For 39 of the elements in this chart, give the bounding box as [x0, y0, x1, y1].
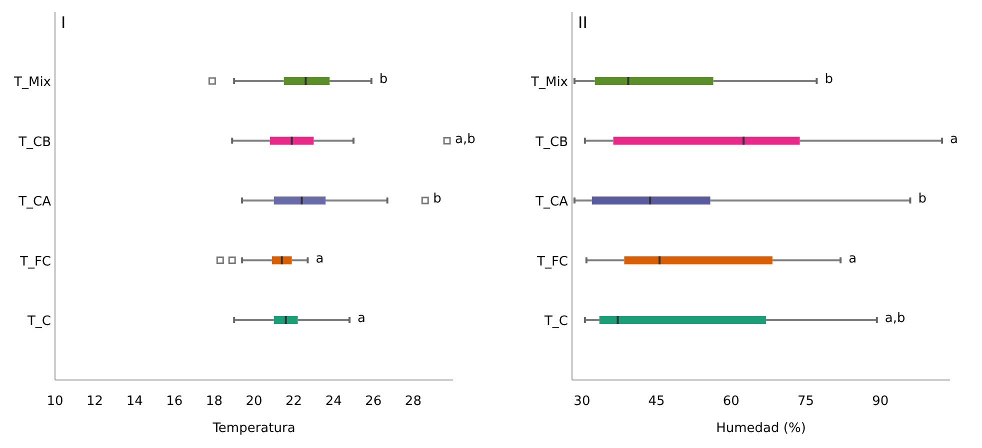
x-tick-label: 12: [86, 394, 104, 409]
x-tick-label: 26: [365, 394, 382, 409]
chart-title: II: [578, 13, 588, 32]
y-tick-label: T_FC: [536, 254, 568, 270]
x-axis-title: Temperatura: [212, 421, 296, 436]
x-tick-label: 22: [286, 394, 302, 409]
x-tick-label: 16: [166, 394, 183, 409]
x-tick-label: 24: [325, 394, 342, 409]
x-tick-label: 75: [797, 394, 814, 409]
annotation: a,b: [884, 311, 906, 326]
annotation: a: [316, 251, 324, 266]
x-tick-label: 45: [648, 394, 665, 409]
annotation: b: [433, 192, 442, 206]
y-tick-label: T_CB: [534, 134, 568, 150]
y-tick-label: T_C: [543, 314, 568, 329]
y-tick-label: T_Mix: [13, 75, 52, 90]
text: a: [950, 132, 958, 147]
y-tick-label: T_C: [26, 314, 51, 329]
text: a,b: [455, 132, 476, 147]
x-tick-label: 10: [46, 394, 64, 409]
chart-title: I: [61, 13, 66, 32]
annotation: b: [379, 72, 388, 87]
annotation: a: [358, 311, 366, 326]
x-tick-label: 60: [722, 394, 740, 409]
x-tick-label: 90: [872, 394, 889, 409]
x-tick-label: 30: [574, 394, 590, 409]
annotation: a: [848, 251, 857, 266]
y-tick-label: T_FC: [19, 254, 51, 270]
annotation: b: [918, 192, 926, 206]
x-tick-label: 20: [246, 394, 262, 409]
x-tick-label: 28: [404, 394, 422, 409]
x-tick-label: 18: [206, 394, 222, 409]
y-tick-label: T_Mix: [530, 75, 568, 90]
annotation: b: [824, 72, 833, 87]
x-tick-label: 14: [126, 394, 143, 409]
y-tick-label: T_CA: [18, 194, 52, 210]
x-axis-title: Humedad (%): [716, 421, 806, 436]
y-tick-label: T_CA: [534, 194, 568, 210]
y-tick-label: T_CB: [18, 134, 51, 150]
